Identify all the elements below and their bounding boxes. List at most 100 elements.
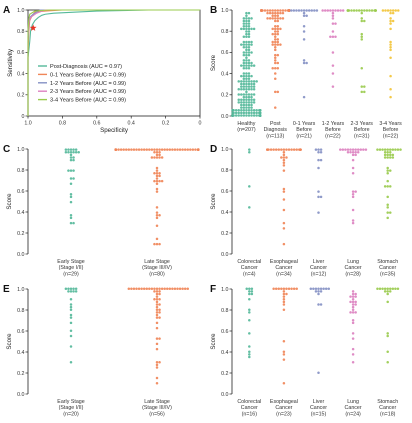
data-point (274, 32, 277, 36)
data-point (245, 51, 248, 54)
category-label: (n=21) (296, 133, 312, 139)
data-point (155, 151, 159, 154)
category-group (248, 148, 251, 209)
data-point (360, 19, 363, 23)
data-point (276, 53, 280, 57)
data-point (248, 345, 251, 348)
category-group (339, 148, 368, 225)
data-point (351, 332, 355, 335)
y-tick-label: 1.0 (17, 147, 24, 153)
data-point (245, 82, 248, 86)
data-point (281, 11, 285, 15)
data-point (282, 300, 286, 304)
data-point (351, 219, 355, 222)
data-point (245, 109, 248, 112)
data-point (259, 109, 262, 112)
data-point (245, 56, 248, 59)
data-point (248, 151, 251, 154)
data-point (364, 148, 368, 151)
data-point (282, 308, 286, 311)
data-point (67, 169, 70, 172)
data-point (69, 321, 73, 325)
data-point (247, 17, 251, 20)
data-point (389, 211, 392, 214)
data-point (307, 9, 311, 12)
category-label: Lung (347, 399, 359, 405)
data-point (252, 93, 256, 96)
data-point (69, 156, 73, 159)
data-point (252, 80, 256, 83)
data-point (282, 221, 286, 225)
data-point (331, 9, 335, 12)
data-point (376, 287, 379, 290)
category-label: 1-2 Years (322, 121, 345, 127)
y-tick-label: 1.0 (221, 8, 228, 14)
data-point (250, 101, 253, 104)
data-point (72, 290, 75, 293)
data-point (140, 287, 143, 290)
data-point (351, 158, 355, 162)
data-point (150, 148, 154, 151)
data-point (383, 290, 387, 293)
category-label: (n=113) (266, 133, 284, 139)
data-point (69, 216, 73, 220)
data-point (312, 287, 315, 290)
data-point (155, 206, 159, 209)
data-point (274, 61, 277, 65)
data-point (252, 111, 256, 115)
data-point (276, 9, 280, 12)
data-point (247, 88, 251, 91)
data-point (245, 64, 248, 67)
data-point (245, 95, 248, 99)
data-point (351, 321, 355, 325)
data-point (346, 148, 350, 151)
category-label: (n=80) (149, 271, 165, 277)
data-point (324, 287, 328, 290)
data-point (122, 148, 125, 151)
data-point (329, 35, 332, 38)
data-point (155, 321, 159, 325)
data-point (276, 40, 280, 44)
data-point (72, 221, 75, 225)
data-point (274, 17, 277, 20)
data-point (72, 158, 75, 162)
data-point (242, 53, 246, 57)
data-point (153, 172, 156, 175)
data-point (247, 22, 251, 25)
data-point (245, 14, 248, 17)
data-point (394, 9, 397, 12)
data-point (155, 382, 159, 385)
data-point (69, 193, 73, 196)
y-tick-label: 0.8 (221, 29, 228, 35)
data-point (248, 308, 251, 311)
data-point (231, 114, 234, 117)
y-tick-label: 0.8 (17, 308, 24, 314)
data-point (300, 9, 303, 12)
data-point (242, 59, 246, 62)
y-tick-label: 0.6 (17, 329, 24, 335)
data-point (67, 290, 70, 293)
data-point (69, 158, 73, 162)
data-point (242, 77, 246, 80)
data-point (242, 25, 246, 28)
data-point (386, 350, 389, 353)
data-point (250, 85, 253, 88)
data-point (269, 148, 273, 151)
category-group (231, 11, 262, 117)
data-point (274, 106, 277, 109)
data-point (160, 148, 164, 151)
y-tick-label: 0.0 (17, 392, 24, 398)
data-point (360, 90, 363, 94)
category-group (349, 290, 357, 364)
data-point (69, 303, 73, 306)
data-point (245, 11, 248, 15)
data-point (331, 72, 335, 75)
category-label: (n=56) (149, 411, 165, 417)
data-point (336, 9, 340, 12)
category-label: (n=15) (311, 411, 327, 417)
data-point (158, 298, 161, 301)
data-point (274, 38, 277, 41)
data-point (368, 9, 371, 12)
data-point (360, 38, 363, 41)
data-point (155, 242, 159, 246)
